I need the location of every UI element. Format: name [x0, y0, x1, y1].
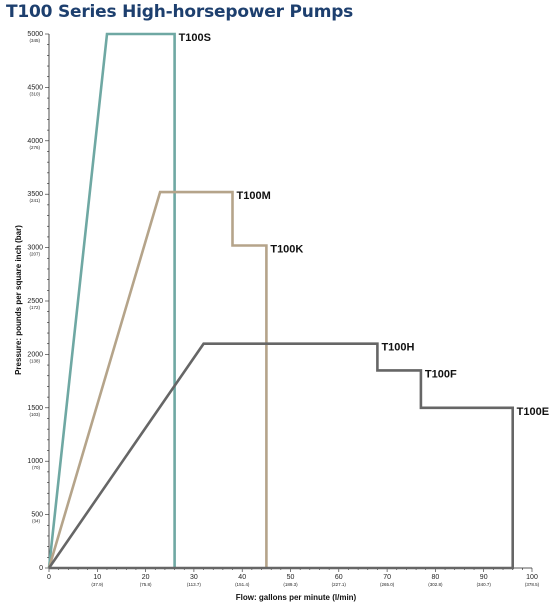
y-tick-sublabel: (207)	[29, 252, 40, 257]
x-tick-label: 80	[432, 574, 440, 581]
x-tick-label: 20	[142, 574, 150, 581]
y-tick-sublabel: (310)	[29, 91, 40, 96]
series-line-t100h	[47, 342, 514, 570]
x-tick-label: 40	[238, 574, 246, 581]
series-labels: T100S T100M T100K T100H T100F T100E	[179, 32, 550, 418]
y-tick-label: 4000	[27, 138, 43, 145]
series-label-t100h: T100H	[381, 342, 414, 354]
y-tick-label: 0	[39, 565, 43, 572]
y-tick-sublabel: (276)	[29, 145, 40, 150]
series-label-t100f: T100F	[425, 368, 457, 380]
x-tick-label: 100	[526, 574, 538, 581]
y-tick-label: 2000	[27, 351, 43, 358]
y-axis-label: Pressure: pounds per square inch (bar)	[14, 225, 23, 375]
series-lines	[47, 32, 514, 570]
y-tick-sublabel: (138)	[29, 358, 40, 363]
series-label-t100e: T100E	[517, 406, 549, 418]
x-tick-sublabel: (265.0)	[380, 582, 395, 587]
chart-title: T100 Series High-horsepower Pumps	[6, 2, 354, 22]
y-tick-sublabel: (241)	[29, 198, 40, 203]
y-tick-label: 1500	[27, 405, 43, 412]
y-tick-label: 500	[31, 512, 43, 519]
axes	[45, 33, 533, 572]
x-tick-sublabel: (189.3)	[283, 582, 298, 587]
y-tick-sublabel: (70)	[32, 465, 41, 470]
y-tick-label: 3500	[27, 191, 43, 198]
x-tick-label: 30	[190, 574, 198, 581]
y-tick-label: 5000	[27, 31, 43, 38]
x-tick-sublabel: (340.7)	[477, 582, 492, 587]
y-tick-sublabel: (34)	[32, 519, 41, 524]
x-tick-sublabel: (151.4)	[235, 582, 250, 587]
x-tick-label: 70	[383, 574, 391, 581]
series-label-t100m: T100M	[237, 190, 271, 202]
series-line-t100s	[47, 32, 176, 569]
x-tick-label: 90	[480, 574, 488, 581]
y-tick-label: 4500	[27, 84, 43, 91]
x-tick-label: 50	[287, 574, 295, 581]
x-tick-label: 10	[93, 574, 101, 581]
x-axis-label: Flow: gallons per minute (l/min)	[236, 593, 357, 602]
x-tick-sublabel: (37.9)	[91, 582, 103, 587]
x-tick-sublabel: (75.8)	[140, 582, 152, 587]
y-tick-label: 2500	[27, 298, 43, 305]
x-tick-sublabel: (378.5)	[525, 582, 540, 587]
x-tick-sublabel: (302.8)	[428, 582, 443, 587]
y-tick-label: 1000	[27, 458, 43, 465]
x-tick-label: 60	[335, 574, 343, 581]
tick-labels: 0 10(37.9) 20(75.8) 30(113.7) 40(151.4) 50(18…	[27, 31, 539, 587]
y-tick-sublabel: (345)	[29, 38, 40, 43]
series-line-t100m	[47, 190, 268, 569]
y-tick-sublabel: (103)	[29, 412, 40, 417]
x-tick-label: 0	[47, 574, 51, 581]
series-label-t100k: T100K	[270, 243, 303, 255]
y-tick-sublabel: (172)	[29, 305, 40, 310]
x-tick-sublabel: (113.7)	[187, 582, 201, 587]
y-tick-label: 3000	[27, 245, 43, 252]
x-tick-sublabel: (227.1)	[332, 582, 347, 587]
series-label-t100s: T100S	[179, 32, 211, 44]
